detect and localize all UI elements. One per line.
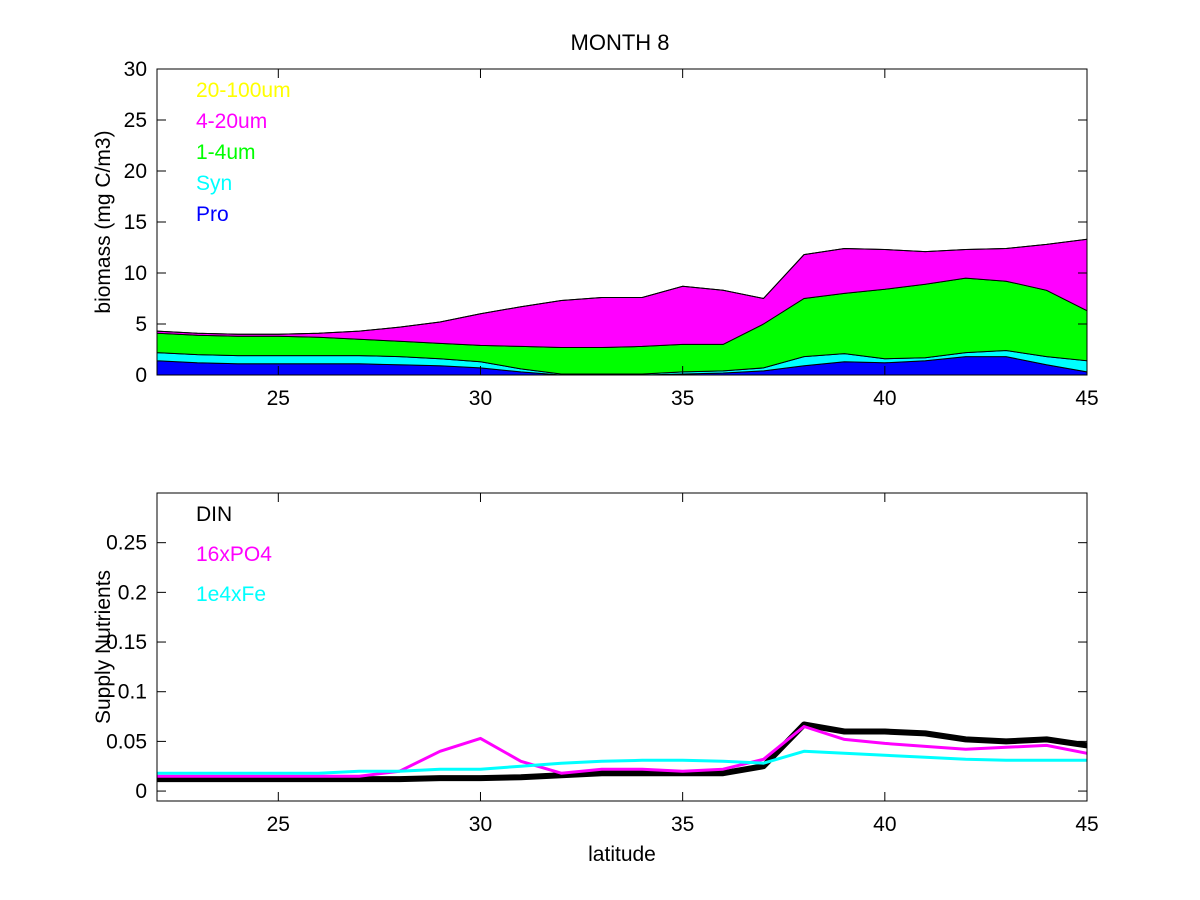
legend-entry-pro: Pro (196, 203, 229, 226)
line-series-din (157, 721, 1088, 783)
x-tick-label: 30 (469, 813, 492, 836)
y-axis-label: biomass (mg C/m3) (92, 130, 115, 313)
y-tick-label: 0.2 (118, 581, 147, 604)
y-tick-label: 5 (135, 313, 147, 336)
y-tick-label: 0.15 (106, 631, 147, 654)
y-tick-label: 0.1 (118, 681, 147, 704)
x-tick-label: 30 (469, 387, 492, 410)
x-tick-label: 45 (1075, 387, 1098, 410)
line-series-1e4xfe (157, 749, 1087, 775)
x-tick-label: 25 (267, 813, 290, 836)
legend-entry-1-4um: 1-4um (196, 141, 256, 164)
axes-frame (156, 492, 1088, 802)
legend-entry-din: DIN (196, 503, 232, 526)
y-tick-label: 0 (135, 364, 147, 387)
y-tick-label: 15 (124, 211, 147, 234)
y-tick-label: 25 (124, 109, 147, 132)
x-tick-label: 25 (267, 387, 290, 410)
legend-entry-16xpo4: 16xPO4 (196, 543, 272, 566)
biomass-chart: 25 30 35 40 45 0 5 10 15 20 25 30 biomass (mg C/m3) 2… (92, 58, 1099, 410)
legend-entry-20-100um: 20-100um (196, 79, 291, 102)
y-tick-label: 20 (124, 160, 147, 183)
x-tick-label: 40 (873, 813, 896, 836)
nutrients-chart: 25 30 35 40 45 0 0.05 0.1 0.15 0.2 0.25 Supply Nutr… (92, 492, 1099, 866)
plot-area (157, 493, 1087, 801)
y-tick-label: 10 (124, 262, 147, 285)
x-tick-label: 45 (1075, 813, 1098, 836)
line-series-16xpo4 (157, 725, 1088, 778)
y-tick-label: 0.25 (106, 532, 147, 555)
y-tick-label: 0.05 (106, 730, 147, 753)
y-tick-label: 30 (124, 58, 147, 81)
legend-entry-1e4xfe: 1e4xFe (196, 583, 266, 606)
y-axis-label: Supply Nutrients (92, 570, 115, 724)
x-tick-label: 40 (873, 387, 896, 410)
x-tick-label: 35 (671, 387, 694, 410)
legend-entry-syn: Syn (196, 172, 232, 195)
x-axis-label: latitude (588, 843, 656, 866)
figure-title: MONTH 8 (571, 30, 670, 55)
legend-entry-4-20um: 4-20um (196, 110, 267, 133)
y-tick-label: 0 (135, 780, 147, 803)
x-tick-label: 35 (671, 813, 694, 836)
